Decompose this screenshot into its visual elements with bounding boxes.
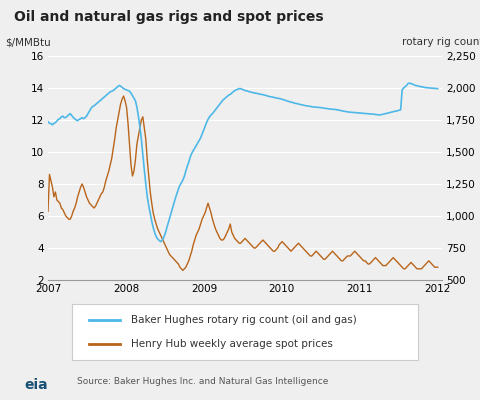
Text: eia: eia — [24, 378, 48, 392]
Text: Henry Hub weekly average spot prices: Henry Hub weekly average spot prices — [131, 339, 333, 349]
Text: Baker Hughes rotary rig count (oil and gas): Baker Hughes rotary rig count (oil and g… — [131, 315, 357, 325]
Text: Source: Baker Hughes Inc. and Natural Gas Intelligence: Source: Baker Hughes Inc. and Natural Ga… — [77, 377, 328, 386]
Text: Oil and natural gas rigs and spot prices: Oil and natural gas rigs and spot prices — [14, 10, 324, 24]
Text: rotary rig counts: rotary rig counts — [402, 37, 480, 47]
Text: $/MMBtu: $/MMBtu — [5, 37, 50, 47]
